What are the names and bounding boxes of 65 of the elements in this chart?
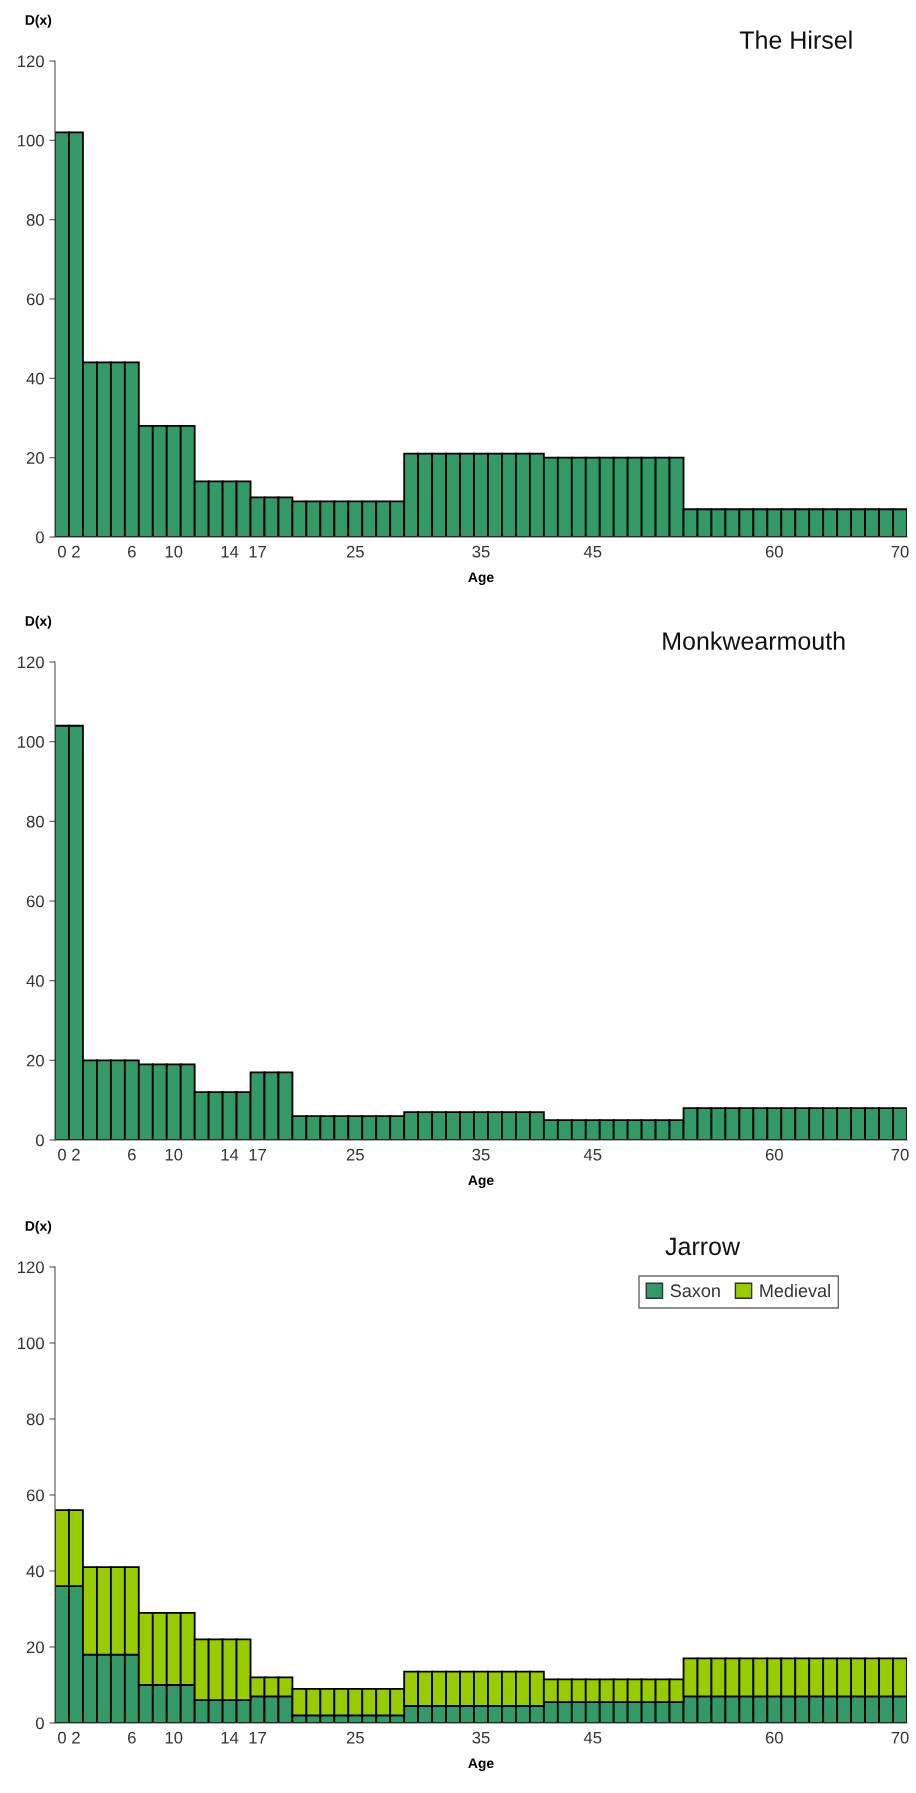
x-tick-label: 35 bbox=[472, 545, 490, 558]
x-tick-label: 10 bbox=[165, 545, 183, 558]
x-tick-label: 2 bbox=[72, 1148, 80, 1161]
x-tick-label: 70 bbox=[891, 1148, 909, 1161]
y-tick-label: 120 bbox=[18, 656, 44, 669]
y-tick-label: 40 bbox=[26, 372, 44, 385]
x-tick-label: 25 bbox=[346, 545, 364, 558]
x-tick-label: 25 bbox=[346, 1148, 364, 1161]
y-tick-label: 0 bbox=[35, 1134, 44, 1147]
x-tick-label: 45 bbox=[583, 545, 602, 558]
x-tick-label: 14 bbox=[221, 1148, 239, 1161]
y-tick-label: 20 bbox=[26, 1054, 44, 1067]
x-tick-label: 6 bbox=[128, 1731, 136, 1744]
y-tick-label: 100 bbox=[18, 134, 44, 147]
x-tick-label: 10 bbox=[165, 1731, 183, 1744]
x-tick-label: 35 bbox=[472, 1148, 490, 1161]
x-tick-label: 0 bbox=[58, 545, 66, 558]
y-tick-label: 80 bbox=[26, 1413, 44, 1426]
legend-label: Saxon bbox=[670, 1284, 720, 1298]
y-tick-label: 120 bbox=[18, 1261, 44, 1274]
x-tick-label: 25 bbox=[346, 1731, 364, 1744]
x-axis-title: Age bbox=[468, 1758, 494, 1771]
y-tick-label: 40 bbox=[26, 975, 44, 987]
x-tick-label: 17 bbox=[249, 1148, 266, 1161]
x-tick-label: 0 bbox=[58, 1148, 66, 1161]
x-tick-label: 70 bbox=[891, 545, 909, 558]
y-tick-label: 0 bbox=[35, 531, 44, 544]
x-tick-label: 60 bbox=[765, 545, 783, 558]
y-tick-label: 80 bbox=[26, 815, 44, 828]
x-tick-label: 70 bbox=[891, 1731, 909, 1744]
x-tick-label: 2 bbox=[72, 545, 80, 558]
x-axis-title: Age bbox=[468, 1175, 494, 1188]
y-tick-label: 60 bbox=[26, 895, 44, 908]
x-tick-label: 60 bbox=[765, 1148, 783, 1161]
chart-title: Jarrow bbox=[665, 1237, 741, 1256]
x-tick-label: 17 bbox=[249, 1731, 266, 1744]
x-tick-label: 17 bbox=[249, 545, 266, 558]
x-tick-label: 14 bbox=[221, 545, 239, 558]
chart-title: Monkwearmouth bbox=[663, 631, 845, 650]
x-tick-label: 6 bbox=[128, 545, 136, 558]
y-axis-title: D(x) bbox=[25, 14, 52, 28]
y-axis-title: D(x) bbox=[25, 615, 52, 629]
y-tick-label: 20 bbox=[26, 452, 44, 464]
y-tick-label: 80 bbox=[26, 214, 44, 226]
y-axis-title: D(x) bbox=[25, 1220, 52, 1234]
y-tick-label: 40 bbox=[26, 1565, 44, 1578]
legend-label: Medieval bbox=[760, 1283, 830, 1298]
x-tick-label: 10 bbox=[165, 1148, 183, 1161]
x-axis-title: Age bbox=[468, 572, 494, 585]
x-tick-label: 0 bbox=[58, 1731, 66, 1744]
x-tick-label: 6 bbox=[128, 1148, 136, 1161]
chart-title: The Hirsel bbox=[739, 30, 852, 49]
y-tick-label: 100 bbox=[18, 736, 44, 748]
y-tick-label: 0 bbox=[35, 1717, 44, 1730]
y-tick-label: 120 bbox=[18, 55, 44, 68]
x-tick-label: 14 bbox=[221, 1731, 239, 1744]
x-tick-label: 45 bbox=[583, 1148, 602, 1161]
x-tick-label: 35 bbox=[472, 1731, 490, 1744]
x-tick-label: 60 bbox=[765, 1731, 783, 1744]
x-tick-label: 2 bbox=[72, 1731, 80, 1744]
x-tick-label: 45 bbox=[583, 1731, 602, 1744]
y-tick-label: 20 bbox=[26, 1641, 44, 1654]
y-tick-label: 60 bbox=[26, 1489, 44, 1502]
y-tick-label: 100 bbox=[18, 1337, 44, 1350]
y-tick-label: 60 bbox=[26, 293, 44, 306]
